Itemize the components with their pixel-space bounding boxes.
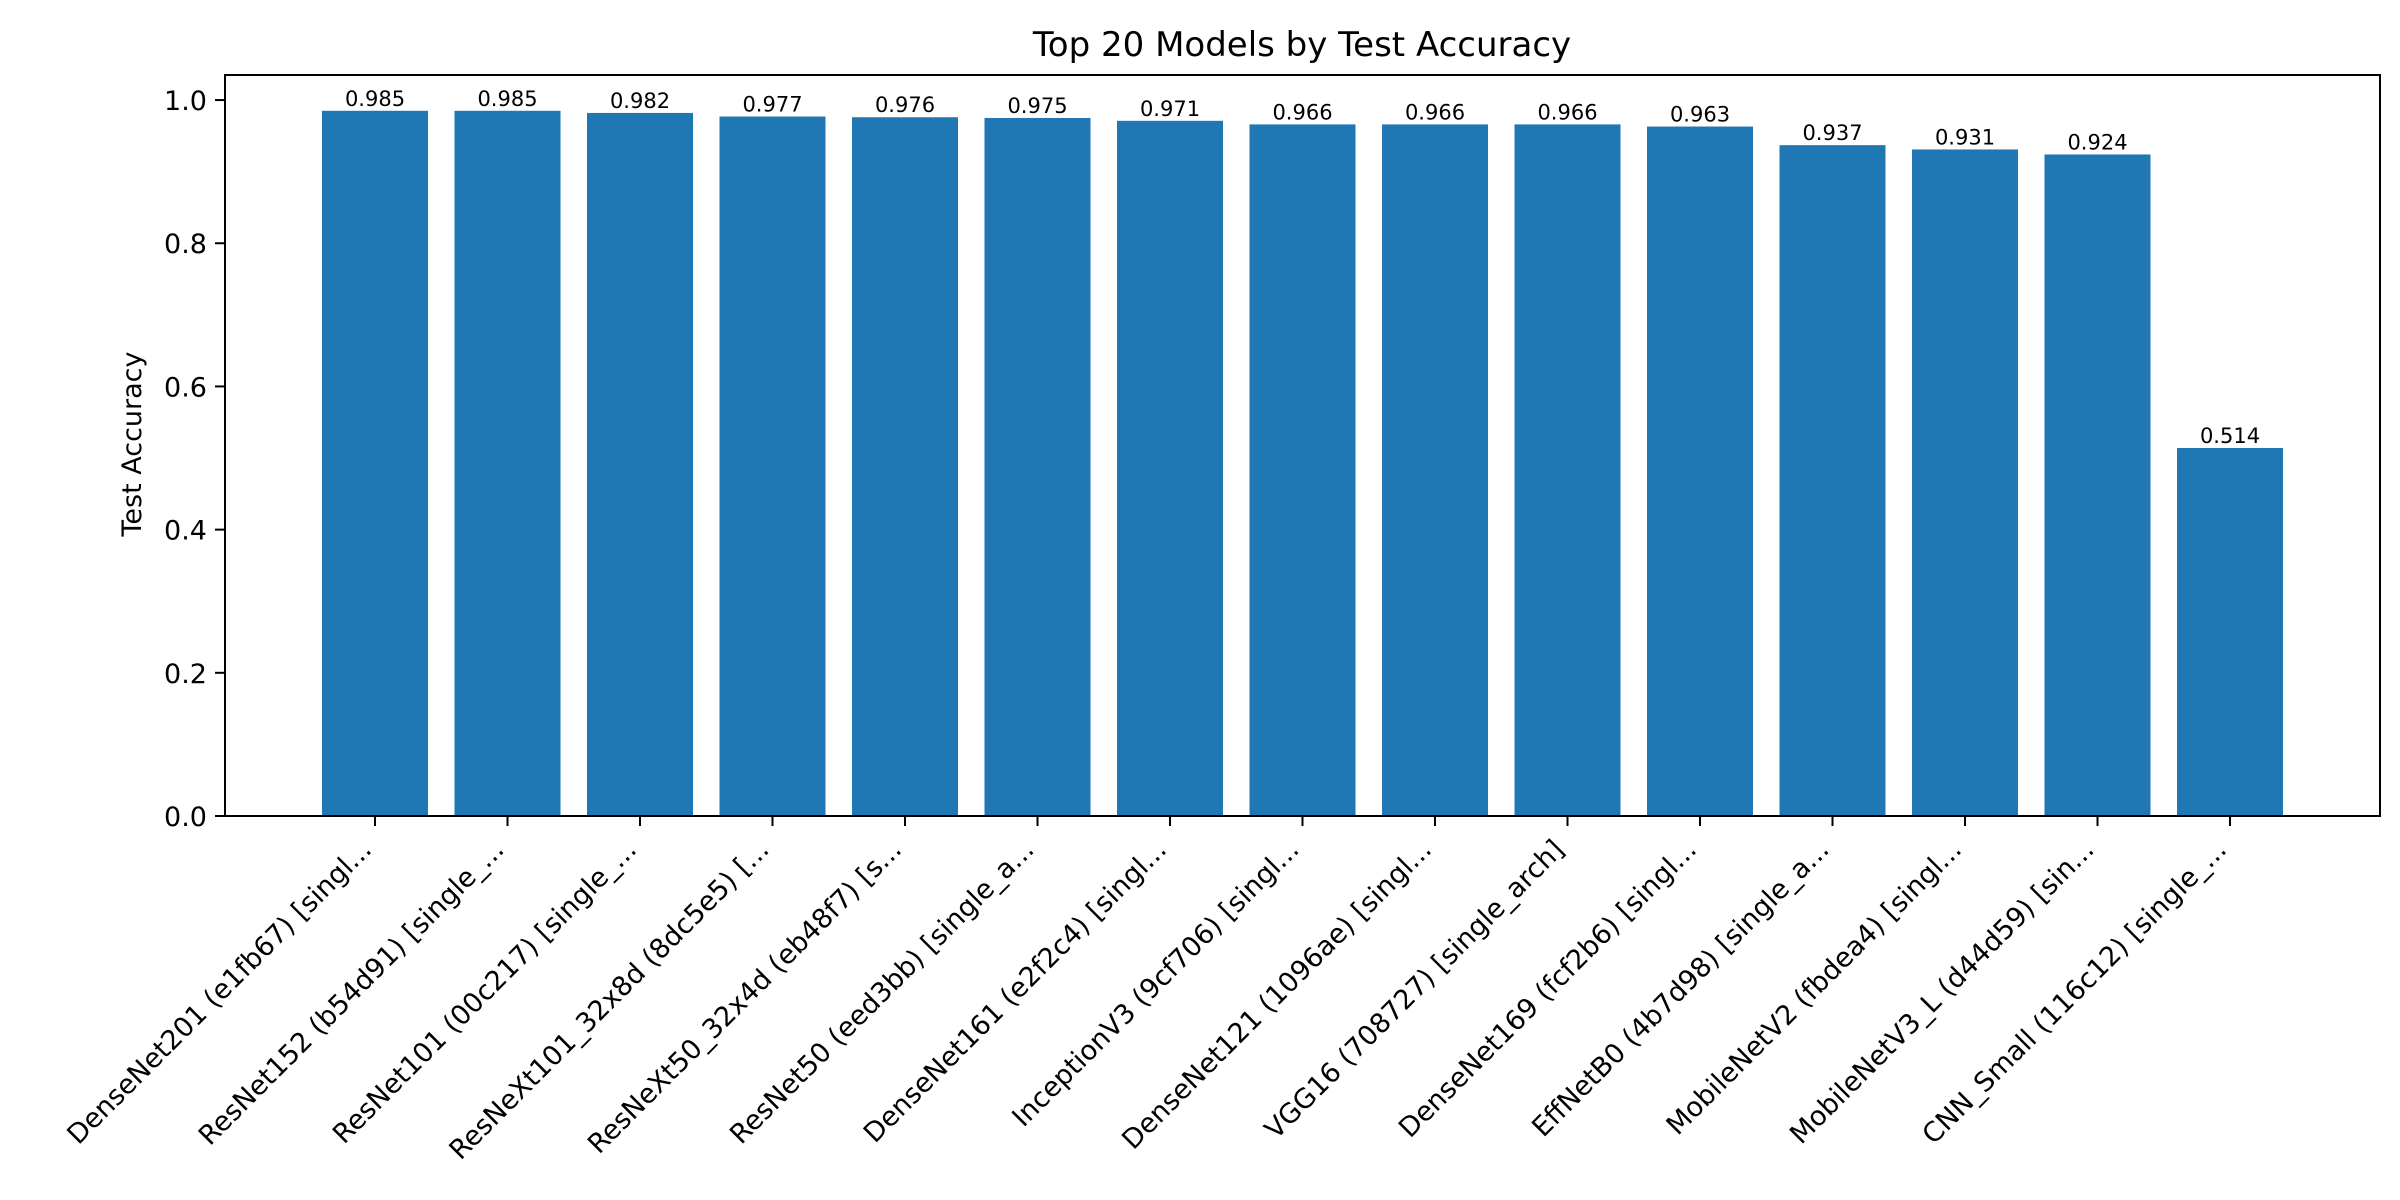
- y-axis-ticks: 0.0 0.2 0.4 0.6 0.8 1.0: [164, 86, 225, 833]
- bar: [2044, 154, 2151, 817]
- bar-value-label: 0.985: [477, 87, 537, 111]
- bars-group: [322, 110, 2283, 817]
- x-tick-label: InceptionV3 (9cf706) [singl...: [1006, 834, 1305, 1133]
- bar-value-label: 0.985: [345, 87, 405, 111]
- y-tick-label: 0.2: [164, 659, 207, 690]
- bar-value-label: 0.975: [1007, 94, 1067, 118]
- bar-value-label: 0.971: [1140, 97, 1200, 121]
- bar: [1912, 149, 2018, 816]
- bar-value-label: 0.977: [742, 93, 802, 117]
- bar-value-label: 0.966: [1405, 100, 1465, 124]
- x-axis-ticks: DenseNet201 (e1fb67) [singl...ResNet152 …: [61, 816, 2233, 1166]
- bar-value-label: 0.976: [875, 93, 935, 117]
- x-tick-label: EffNetB0 (4b7d98) [single_a...: [1526, 834, 1835, 1143]
- bar: [719, 116, 826, 816]
- bar: [2177, 448, 2283, 816]
- plot-area-frame: [224, 74, 2381, 817]
- bar: [587, 112, 693, 816]
- x-tick-label: DenseNet169 (fcf2b6) [singl...: [1393, 834, 1703, 1144]
- x-tick-label: MobileNetV2 (fbdea4) [singl...: [1661, 834, 1968, 1141]
- bar: [1514, 124, 1621, 816]
- bar-value-label: 0.931: [1935, 125, 1995, 149]
- chart-title: Top 20 Models by Test Accuracy: [1032, 25, 1571, 65]
- y-axis-label: Test Accuracy: [117, 351, 148, 537]
- bar-value-label: 0.924: [2067, 130, 2127, 154]
- bar: [1779, 145, 1886, 816]
- bar-value-label: 0.982: [610, 89, 670, 113]
- bar: [852, 117, 958, 816]
- bar: [1382, 124, 1488, 816]
- y-tick-label: 1.0: [164, 86, 207, 117]
- bar: [1249, 124, 1356, 816]
- x-tick-label: VGG16 (708727) [single_arch]: [1259, 834, 1570, 1145]
- bar-value-label: 0.966: [1272, 100, 1332, 124]
- y-tick-label: 0.8: [164, 229, 207, 260]
- data-labels-group: 0.985 0.985 0.982 0.977 0.976 0.975 0.971 0.966…: [345, 87, 2260, 448]
- bar: [454, 110, 561, 816]
- bar-value-label: 0.514: [2200, 424, 2260, 448]
- y-tick-label: 0.0: [164, 802, 207, 833]
- bar-value-label: 0.937: [1802, 121, 1862, 145]
- bar-value-label: 0.966: [1537, 100, 1597, 124]
- bar: [322, 110, 428, 816]
- bar-value-label: 0.963: [1670, 103, 1730, 127]
- y-tick-label: 0.4: [164, 516, 207, 547]
- y-tick-label: 0.6: [164, 372, 207, 403]
- bar: [1647, 126, 1753, 816]
- bar: [1117, 120, 1223, 816]
- bar: [984, 117, 1091, 816]
